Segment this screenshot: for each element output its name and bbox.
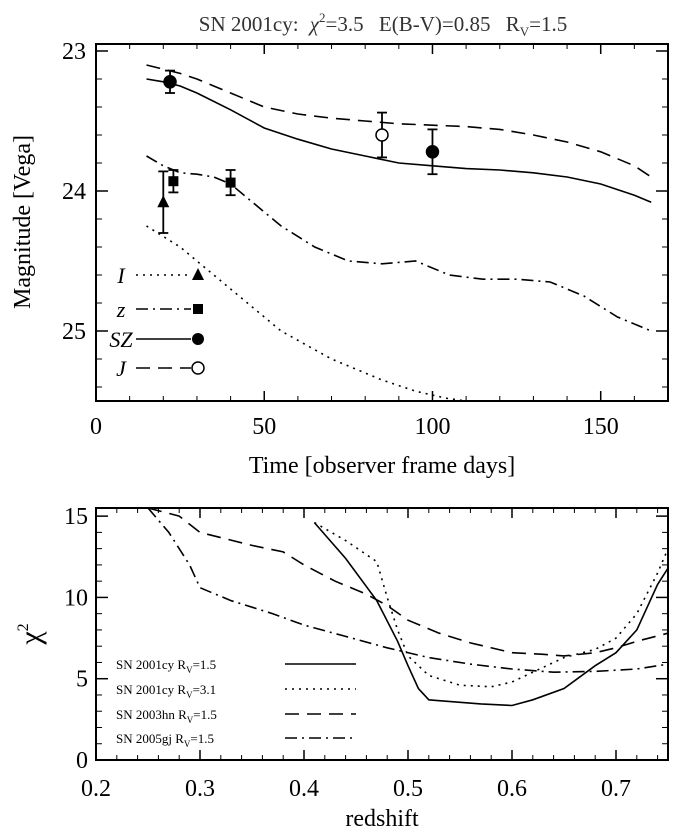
legend-rv: R [177, 682, 186, 697]
bottom-y-label-chi: χ [14, 631, 47, 646]
title-rv: R [506, 12, 520, 36]
series-line-sz [146, 78, 652, 203]
legend-sn-name: SN 2005gj [116, 731, 175, 746]
top-legend-marker-circle [192, 333, 204, 345]
legend-rv-val: =1.5 [193, 707, 217, 722]
title-chi: χ [308, 12, 320, 36]
data-point-square [225, 177, 236, 188]
bottom-y-tick-label: 5 [76, 667, 88, 693]
bottom-series-lines [147, 507, 669, 707]
legend-rv: R [178, 707, 187, 722]
legend-rv: R [177, 657, 186, 672]
data-point-square [168, 176, 179, 187]
bottom-legend-label: SN 2001cy RV=1.5 [116, 657, 216, 675]
legend-rv: R [175, 731, 184, 746]
top-y-tick-label: 24 [62, 179, 86, 205]
bottom-x-tick-label: 0.3 [185, 776, 215, 802]
legend-rv-val: =3.1 [193, 682, 217, 697]
bottom-y-tick-label: 0 [76, 748, 88, 774]
top-legend-marker-triangle [192, 268, 204, 280]
top-legend-marker-open-circle [191, 361, 205, 375]
legend-sn-name: SN 2001cy [116, 657, 177, 672]
bottom-x-tick-label: 0.7 [601, 776, 631, 802]
title-ebv: E(B-V)=0.85 [379, 12, 491, 36]
title-rv-sub: V [520, 24, 530, 39]
bottom-plot-frame [95, 507, 669, 761]
title-chi-val: =3.5 [326, 12, 364, 36]
bottom-legend-label: SN 2003hn RV=1.5 [116, 707, 217, 725]
data-point-triangle [157, 195, 170, 208]
legend-rv-val: =1.5 [193, 657, 217, 672]
data-point-circle [425, 145, 440, 159]
top-plot-frame [95, 43, 669, 402]
bottom-series-line-3 [147, 507, 669, 657]
top-legend-label-i: I [116, 263, 126, 288]
top-plot-panel: 0 50 100 150 23 24 25 Iz SZ J Time [observer fra… [10, 39, 669, 479]
legend-rv-sub: V [184, 739, 191, 749]
legend-rv-sub: V [186, 690, 193, 700]
top-series-lines [146, 64, 652, 402]
top-legend: Iz SZ J [109, 263, 205, 381]
bottom-x-tick-label: 0.2 [81, 776, 111, 802]
top-legend-label-sz: SZ [109, 327, 133, 352]
legend-sn-name: SN 2003hn [116, 707, 178, 722]
top-x-tick-label: 0 [90, 414, 102, 440]
top-legend-label-j: J [116, 356, 127, 381]
series-line-j [146, 64, 652, 178]
top-y-axis-label: Magnitude [Vega] [10, 135, 36, 309]
legend-rv-val: =1.5 [190, 731, 214, 746]
series-line-z [146, 155, 652, 332]
top-chart-title: SN 2001cy: χ2=3.5 E(B-V)=0.85 RV=1.5 [199, 10, 567, 39]
bottom-y-axis-label: χ2 [14, 623, 47, 645]
bottom-legend-label: SN 2005gj RV=1.5 [116, 731, 214, 749]
top-legend-marker-square [193, 304, 203, 314]
bottom-series-line-1 [313, 522, 669, 707]
legend-rv-sub: V [186, 665, 193, 675]
top-x-tick-label: 150 [583, 414, 619, 440]
top-legend-label-z: z [116, 297, 126, 322]
title-rv-val: =1.5 [529, 12, 567, 36]
bottom-x-axis-label: redshift [345, 806, 419, 832]
bottom-y-label-exp: 2 [15, 623, 32, 631]
top-y-tick-label: 25 [62, 319, 86, 345]
bottom-x-tick-label: 0.6 [497, 776, 527, 802]
bottom-series-line-4 [147, 507, 669, 674]
data-point-circle [163, 75, 177, 89]
bottom-series-line-2 [314, 521, 669, 688]
title-sn-name: SN 2001cy: [199, 12, 299, 36]
top-y-tick-label: 23 [62, 39, 86, 65]
data-point-open-circle [375, 128, 389, 142]
top-x-axis-label: Time [observer frame days] [249, 453, 515, 479]
title-chi-exp: 2 [319, 10, 326, 25]
legend-rv-sub: V [187, 715, 194, 725]
bottom-axis-ticks: 0.2 0.3 0.4 0.5 0.6 0.7 0 5 10 15 [64, 504, 668, 802]
bottom-x-tick-label: 0.5 [393, 776, 423, 802]
bottom-legend-label: SN 2001cy RV=3.1 [116, 682, 216, 700]
bottom-y-tick-label: 10 [64, 585, 88, 611]
top-data-points [157, 69, 440, 234]
top-x-tick-label: 100 [414, 414, 450, 440]
top-x-tick-label: 50 [252, 414, 276, 440]
legend-sn-name: SN 2001cy [116, 682, 177, 697]
bottom-x-tick-label: 0.4 [289, 776, 319, 802]
bottom-y-tick-label: 15 [64, 504, 88, 530]
bottom-legend: SN 2001cy RV=1.5SN 2001cy RV=3.1SN 2003h… [116, 657, 356, 749]
top-axis-ticks: 0 50 100 150 23 24 25 [62, 39, 668, 440]
